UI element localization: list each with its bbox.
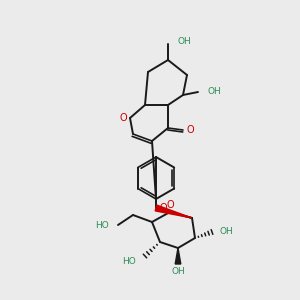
- Text: HO: HO: [95, 220, 109, 230]
- Polygon shape: [155, 205, 192, 218]
- Text: O: O: [166, 200, 174, 210]
- Text: O: O: [186, 125, 194, 135]
- Text: OH: OH: [171, 268, 185, 277]
- Text: HO: HO: [122, 256, 136, 266]
- Text: OH: OH: [177, 38, 191, 46]
- Text: OH: OH: [207, 88, 221, 97]
- Text: O: O: [159, 203, 167, 213]
- Polygon shape: [175, 248, 181, 264]
- Text: O: O: [119, 113, 127, 123]
- Text: OH: OH: [219, 227, 233, 236]
